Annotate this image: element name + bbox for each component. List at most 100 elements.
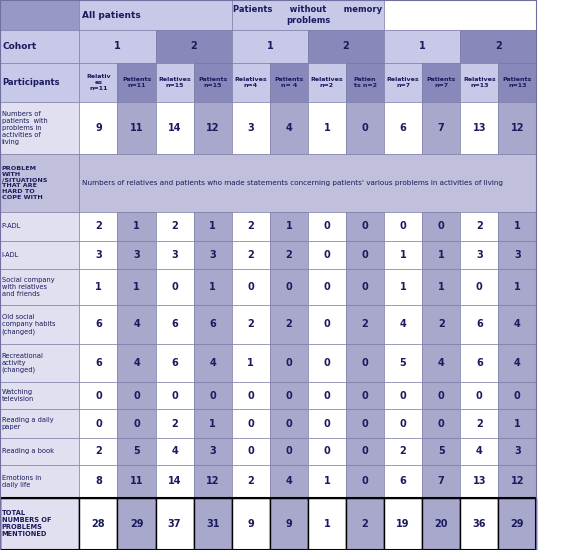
Bar — [0, 305, 79, 344]
Text: 0: 0 — [324, 419, 330, 428]
Bar — [346, 498, 384, 550]
Text: 1: 1 — [209, 419, 216, 428]
Bar — [422, 241, 460, 270]
Bar — [117, 305, 155, 344]
Bar — [460, 344, 498, 382]
Text: 3: 3 — [133, 250, 140, 260]
Bar — [422, 212, 460, 241]
Text: 2: 2 — [286, 250, 292, 260]
Text: 0: 0 — [362, 419, 368, 428]
Bar — [498, 241, 536, 270]
Text: 12: 12 — [510, 476, 524, 486]
Bar — [194, 102, 232, 153]
Text: Old social
company habits
(changed): Old social company habits (changed) — [2, 314, 55, 334]
Text: 5: 5 — [133, 447, 140, 456]
Text: 0: 0 — [247, 447, 254, 456]
Text: 1: 1 — [400, 282, 406, 292]
Text: 29: 29 — [130, 519, 143, 529]
Text: Cohort: Cohort — [2, 42, 36, 51]
Text: 37: 37 — [168, 519, 181, 529]
Text: 20: 20 — [435, 519, 448, 529]
Bar — [155, 30, 232, 63]
Text: 3: 3 — [95, 250, 102, 260]
Text: 0: 0 — [400, 222, 406, 232]
Bar — [79, 270, 117, 305]
Bar — [79, 465, 117, 498]
Bar — [308, 305, 346, 344]
Bar — [384, 305, 422, 344]
Bar — [270, 465, 308, 498]
Bar — [422, 63, 460, 102]
Text: 0: 0 — [514, 390, 521, 401]
Text: 1: 1 — [514, 222, 521, 232]
Bar — [232, 438, 270, 465]
Bar — [0, 270, 79, 305]
Bar — [460, 241, 498, 270]
Bar — [117, 409, 155, 438]
Text: Relatives
n=2: Relatives n=2 — [310, 77, 343, 88]
Text: 1: 1 — [324, 476, 330, 486]
Bar — [117, 498, 155, 550]
Bar — [270, 212, 308, 241]
Bar — [194, 305, 232, 344]
Bar — [498, 270, 536, 305]
Bar — [346, 63, 384, 102]
Text: 4: 4 — [133, 320, 140, 329]
Text: 3: 3 — [209, 250, 216, 260]
Text: 4: 4 — [209, 358, 216, 368]
Text: 1: 1 — [419, 41, 425, 52]
Text: 0: 0 — [362, 222, 368, 232]
Text: 36: 36 — [473, 519, 486, 529]
Text: 3: 3 — [171, 250, 178, 260]
Bar — [422, 465, 460, 498]
Bar — [155, 438, 194, 465]
Text: 2: 2 — [476, 419, 483, 428]
Bar — [308, 63, 346, 102]
Text: 6: 6 — [476, 358, 483, 368]
Bar — [155, 409, 194, 438]
Bar — [232, 212, 270, 241]
Text: 0: 0 — [286, 282, 292, 292]
Bar — [308, 498, 346, 550]
Text: 2: 2 — [95, 447, 102, 456]
Text: 3: 3 — [514, 250, 521, 260]
Text: 4: 4 — [171, 447, 178, 456]
Bar — [346, 305, 384, 344]
Text: 0: 0 — [362, 123, 368, 133]
Bar — [194, 212, 232, 241]
Bar — [0, 409, 79, 438]
Bar — [498, 344, 536, 382]
Bar — [346, 344, 384, 382]
Bar — [384, 102, 422, 153]
Bar — [155, 270, 194, 305]
Bar — [232, 409, 270, 438]
Bar — [79, 0, 232, 30]
Text: Social company
with relatives
and friends: Social company with relatives and friend… — [2, 277, 54, 297]
Text: 2: 2 — [171, 419, 178, 428]
Text: 31: 31 — [206, 519, 220, 529]
Bar — [194, 63, 232, 102]
Bar — [384, 465, 422, 498]
Bar — [384, 212, 422, 241]
Bar — [270, 63, 308, 102]
Text: 6: 6 — [95, 320, 102, 329]
Text: 2: 2 — [171, 222, 178, 232]
Bar — [308, 212, 346, 241]
Bar — [384, 0, 536, 30]
Bar — [422, 344, 460, 382]
Bar — [422, 305, 460, 344]
Bar — [0, 498, 536, 550]
Bar — [384, 382, 422, 409]
Bar — [155, 63, 194, 102]
Bar — [79, 153, 536, 212]
Text: 19: 19 — [397, 519, 410, 529]
Bar — [422, 382, 460, 409]
Bar — [155, 102, 194, 153]
Bar — [0, 212, 79, 241]
Text: 0: 0 — [286, 447, 292, 456]
Bar — [0, 465, 79, 498]
Bar — [308, 438, 346, 465]
Text: 29: 29 — [510, 519, 524, 529]
Text: Patien
ts n=2: Patien ts n=2 — [354, 77, 376, 88]
Bar — [308, 30, 384, 63]
